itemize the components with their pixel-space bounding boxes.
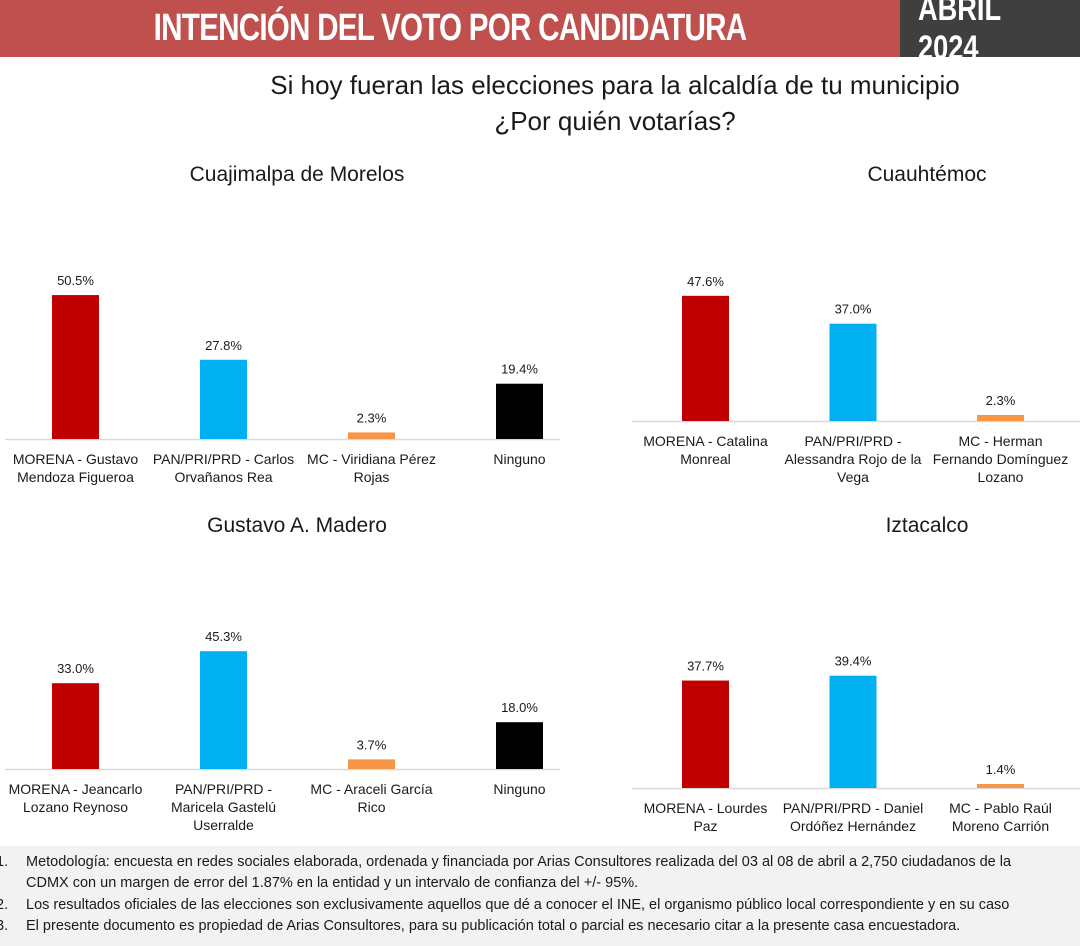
chart-cuauhtemoc: 47.6% 37.0% 2.3% bbox=[632, 274, 1080, 423]
data-label: 33.0% bbox=[57, 661, 94, 676]
chart-title-cuajimalpa: Cuajimalpa de Morelos bbox=[189, 163, 405, 186]
category-label-line: MORENA - Gustavo bbox=[12, 451, 139, 467]
footnote-2-number: 2. bbox=[0, 897, 9, 913]
category-label-line: MORENA - Catalina bbox=[643, 433, 768, 449]
category-label: MORENA - Gustavo Mendoza Figueroa bbox=[3, 450, 149, 486]
category-label-line: MC - Araceli García bbox=[310, 781, 433, 797]
bar-mc bbox=[977, 414, 1024, 421]
category-label-line: Vega bbox=[837, 469, 869, 485]
category-label: PAN/PRI/PRD - Maricela Gastelú Userralde bbox=[151, 780, 297, 834]
category-label: PAN/PRI/PRD - Alessandra Rojo de la Vega bbox=[780, 432, 926, 486]
question-line-1: Si hoy fueran las elecciones para la alc… bbox=[270, 70, 960, 100]
data-label: 37.7% bbox=[687, 659, 724, 674]
data-label: 2.3% bbox=[357, 410, 387, 425]
bar-ninguno bbox=[496, 383, 543, 439]
category-label: MORENA - Lourdes Paz bbox=[633, 799, 779, 835]
chart-cuajimalpa: 50.5% 27.8% 2.3% 19.4% bbox=[5, 273, 560, 441]
bar-pan-pri-prd bbox=[200, 651, 247, 769]
header-title: INTENCIÓN DEL VOTO POR CANDIDATURA bbox=[153, 7, 747, 49]
category-label-line: PAN/PRI/PRD - Daniel bbox=[782, 800, 924, 816]
category-label: PAN/PRI/PRD - Carlos Orvañanos Rea bbox=[151, 450, 297, 486]
footnote-1-number: 1. bbox=[0, 854, 9, 870]
category-label-line: MC - Pablo Raúl bbox=[949, 800, 1052, 816]
footnote-3-line-1: El presente documento es propiedad de Ar… bbox=[26, 918, 961, 934]
category-label-line: MC - Herman bbox=[958, 433, 1043, 449]
category-label-line: Paz bbox=[693, 818, 718, 834]
category-label-line: Lozano Reynoso bbox=[22, 799, 129, 815]
category-label: MC - Viridiana Pérez Rojas bbox=[299, 450, 445, 486]
chart-title-cuauhtemoc: Cuauhtémoc bbox=[867, 163, 987, 186]
category-label-line: Monreal bbox=[680, 451, 731, 467]
category-label-line: Userralde bbox=[193, 817, 254, 833]
category-label: PAN/PRI/PRD - Daniel Ordóñez Hernández bbox=[780, 799, 926, 835]
category-label: MC - Araceli García Rico bbox=[299, 780, 445, 816]
bar-mc bbox=[348, 432, 395, 439]
category-label-line: PAN/PRI/PRD - Carlos bbox=[152, 451, 295, 467]
category-label: MORENA - Catalina Monreal bbox=[633, 432, 779, 468]
header-banner: INTENCIÓN DEL VOTO POR CANDIDATURA ABRIL… bbox=[0, 0, 1080, 67]
question-line-2: ¿Por quién votarías? bbox=[494, 106, 736, 136]
footnote-1-line-2: CDMX con un margen de error del 1.87% en… bbox=[26, 875, 639, 891]
data-label: 37.0% bbox=[835, 302, 872, 317]
category-label-line: Rico bbox=[357, 799, 386, 815]
footnotes: 1. Metodología: encuesta en redes social… bbox=[0, 846, 1080, 946]
category-label-line: Ordóñez Hernández bbox=[789, 818, 917, 834]
data-label: 45.3% bbox=[205, 629, 242, 644]
category-label-line: Moreno Carrión bbox=[951, 818, 1050, 834]
footnote-3-number: 3. bbox=[0, 918, 9, 934]
bar-pan-pri-prd bbox=[829, 675, 877, 788]
bar-mc bbox=[348, 759, 395, 769]
category-label-line: MORENA - Lourdes bbox=[643, 800, 768, 816]
category-label-line: Rojas bbox=[353, 469, 390, 485]
category-label: Ninguno bbox=[447, 780, 593, 798]
bar-morena bbox=[52, 683, 99, 769]
category-label-line: Alessandra Rojo de la bbox=[784, 451, 922, 467]
chart-iztacalco: 37.7% 39.4% 1.4% bbox=[632, 654, 1080, 790]
header-date-text: ABRIL 2024 bbox=[918, 0, 1001, 67]
footnote-2-line-1: Los resultados oficiales de las eleccion… bbox=[26, 897, 1010, 913]
data-label: 27.8% bbox=[205, 338, 242, 353]
category-label-line: Fernando Domínguez bbox=[932, 451, 1069, 467]
category-label-line: Lozano bbox=[977, 469, 1024, 485]
category-label-line: Maricela Gastelú bbox=[170, 799, 277, 815]
bar-pan-pri-prd bbox=[829, 323, 877, 421]
data-label: 19.4% bbox=[501, 362, 538, 377]
header-date: ABRIL 2024 bbox=[900, 0, 1080, 67]
category-label-line: MORENA - Jeancarlo bbox=[8, 781, 143, 797]
category-label-line: Ninguno bbox=[493, 451, 546, 467]
bar-pan-pri-prd bbox=[200, 359, 247, 439]
footnote-1-line-1: Metodología: encuesta en redes sociales … bbox=[26, 854, 1012, 870]
chart-title-gustavo-a-madero: Gustavo A. Madero bbox=[207, 514, 387, 537]
data-label: 47.6% bbox=[687, 274, 724, 289]
category-label-line: Ninguno bbox=[493, 781, 546, 797]
data-label: 1.4% bbox=[986, 762, 1016, 777]
chart-title-iztacalco: Iztacalco bbox=[885, 514, 969, 537]
category-label-line: Mendoza Figueroa bbox=[17, 469, 134, 485]
bar-morena bbox=[682, 295, 729, 421]
data-label: 3.7% bbox=[357, 737, 387, 752]
category-label: MC - Pablo Raúl Moreno Carrión bbox=[928, 799, 1074, 835]
bar-mc bbox=[977, 784, 1024, 788]
data-label: 39.4% bbox=[835, 654, 872, 669]
data-label: 2.3% bbox=[986, 393, 1016, 408]
bar-morena bbox=[52, 295, 99, 439]
bar-ninguno bbox=[496, 722, 543, 769]
category-label-line: Orvañanos Rea bbox=[174, 469, 273, 485]
category-label: MC - Herman Fernando Domínguez Lozano bbox=[928, 432, 1074, 486]
chart-gustavo-a-madero: 33.0% 45.3% 3.7% 18.0% bbox=[5, 629, 560, 771]
bar-morena bbox=[682, 680, 729, 788]
category-label-line: PAN/PRI/PRD - bbox=[804, 433, 902, 449]
data-label: 50.5% bbox=[57, 273, 94, 288]
category-label-line: MC - Viridiana Pérez bbox=[307, 451, 436, 467]
category-label: MORENA - Jeancarlo Lozano Reynoso bbox=[3, 780, 149, 816]
category-label: Ninguno bbox=[447, 450, 593, 468]
data-label: 18.0% bbox=[501, 700, 538, 715]
category-label-line: PAN/PRI/PRD - bbox=[175, 781, 272, 797]
